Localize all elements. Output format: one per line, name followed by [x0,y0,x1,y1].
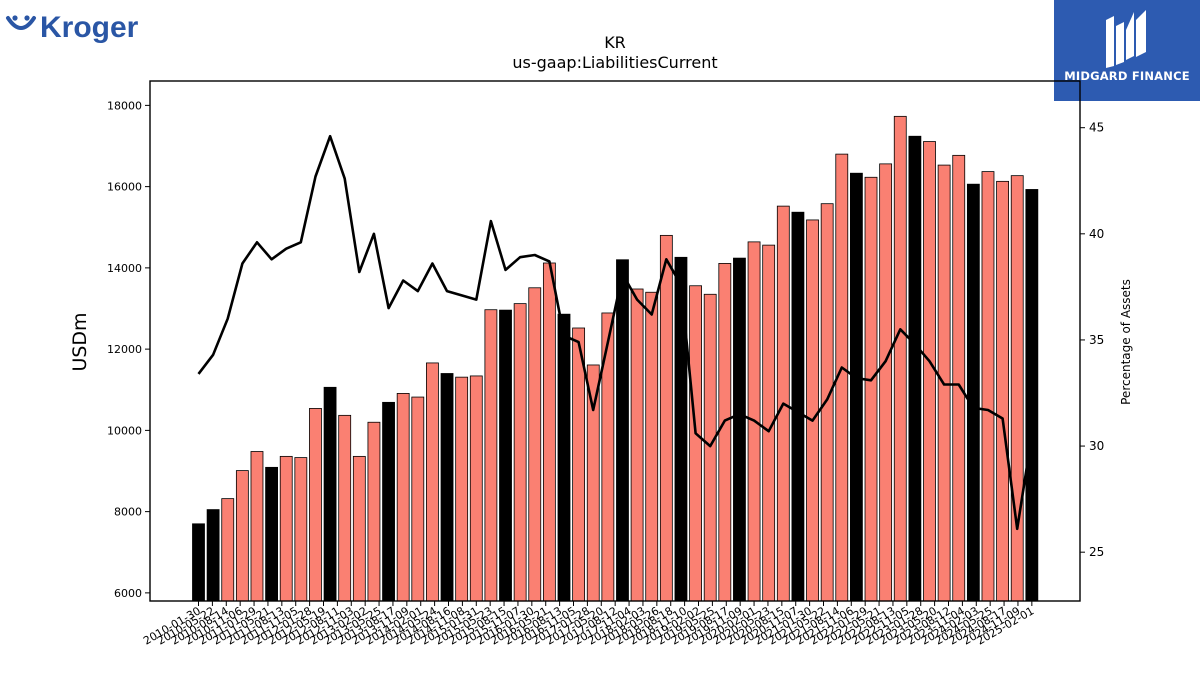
bar [850,172,863,602]
bar [616,259,629,602]
bar [718,263,732,602]
bar [484,309,498,602]
bar [499,309,512,602]
bar [279,455,293,602]
plot-frame [149,80,1081,602]
y-axis-ticks: 6000 8000 10000 12000 14000 16000 18000 [107,99,150,600]
bar [703,293,717,602]
bar [791,211,805,602]
bar [557,313,571,602]
y-axis-label: USDm [69,312,91,371]
bar [206,509,220,602]
bar [323,386,337,602]
bar [440,373,454,602]
y2-tick-label: 25 [1089,545,1104,559]
bar [528,287,542,602]
bar [542,262,556,602]
percentage-line [197,134,1034,531]
kroger-eye-icon [24,15,30,21]
y2-axis-label: Percentage of Assets [1119,279,1133,405]
y-tick-label: 6000 [114,587,142,600]
bar [981,171,995,602]
bar [645,291,659,602]
y2-tick-label: 40 [1089,227,1104,241]
kroger-logo: Kroger [4,4,144,56]
bar [806,219,819,602]
bar [382,401,395,602]
bar [235,470,249,602]
y2-axis-ticks: 25 30 35 40 45 [1080,121,1104,559]
bar [630,288,644,602]
bar [879,163,893,602]
bar [265,466,279,602]
y-tick-label: 14000 [107,262,142,275]
kroger-smile-icon [6,16,36,30]
bar [221,498,235,602]
y-tick-label: 12000 [107,343,142,356]
bar [996,180,1009,602]
bar [966,183,980,602]
bar [864,176,878,602]
chart-title: KR [604,33,626,52]
kroger-eye-icon [12,15,18,21]
bar [426,362,439,602]
bar [820,203,834,602]
line-series-layer [197,134,1034,531]
bar [192,523,205,602]
midgard-wordmark: MIDGARD FINANCE [1064,69,1190,83]
y-tick-label: 10000 [107,424,142,437]
y2-tick-label: 35 [1089,333,1104,347]
bar [396,393,410,602]
bar [923,141,936,602]
bar [411,396,425,602]
bar [659,234,673,602]
bar [586,364,600,602]
bar [338,414,352,602]
bar [1010,175,1024,602]
y-tick-label: 18000 [107,99,142,112]
bar [908,135,922,602]
bar [572,327,586,602]
bar [309,408,322,602]
x-axis-ticks: 2010-01-302010-05-222010-08-142010-11-06… [141,601,1036,648]
bar [733,257,746,602]
kroger-wordmark: Kroger [40,11,139,44]
bar [455,376,469,602]
y-tick-label: 8000 [114,506,142,519]
bar [352,455,366,602]
chart-subtitle: us-gaap:LiabilitiesCurrent [512,53,717,72]
bar [689,285,702,602]
midgard-finance-logo: MIDGARD FINANCE [1054,0,1200,101]
y2-tick-label: 45 [1089,121,1104,135]
bar [469,375,483,602]
bar [294,457,308,602]
bar [893,115,907,602]
bar-series [192,115,1039,602]
y2-tick-label: 30 [1089,439,1104,453]
bar [674,256,688,602]
bar [952,154,966,602]
bar [1025,189,1039,602]
y-tick-label: 16000 [107,181,142,194]
bar [250,451,264,602]
bar [367,421,381,602]
midgard-emblem-icon [1106,10,1146,68]
bar [513,303,527,602]
